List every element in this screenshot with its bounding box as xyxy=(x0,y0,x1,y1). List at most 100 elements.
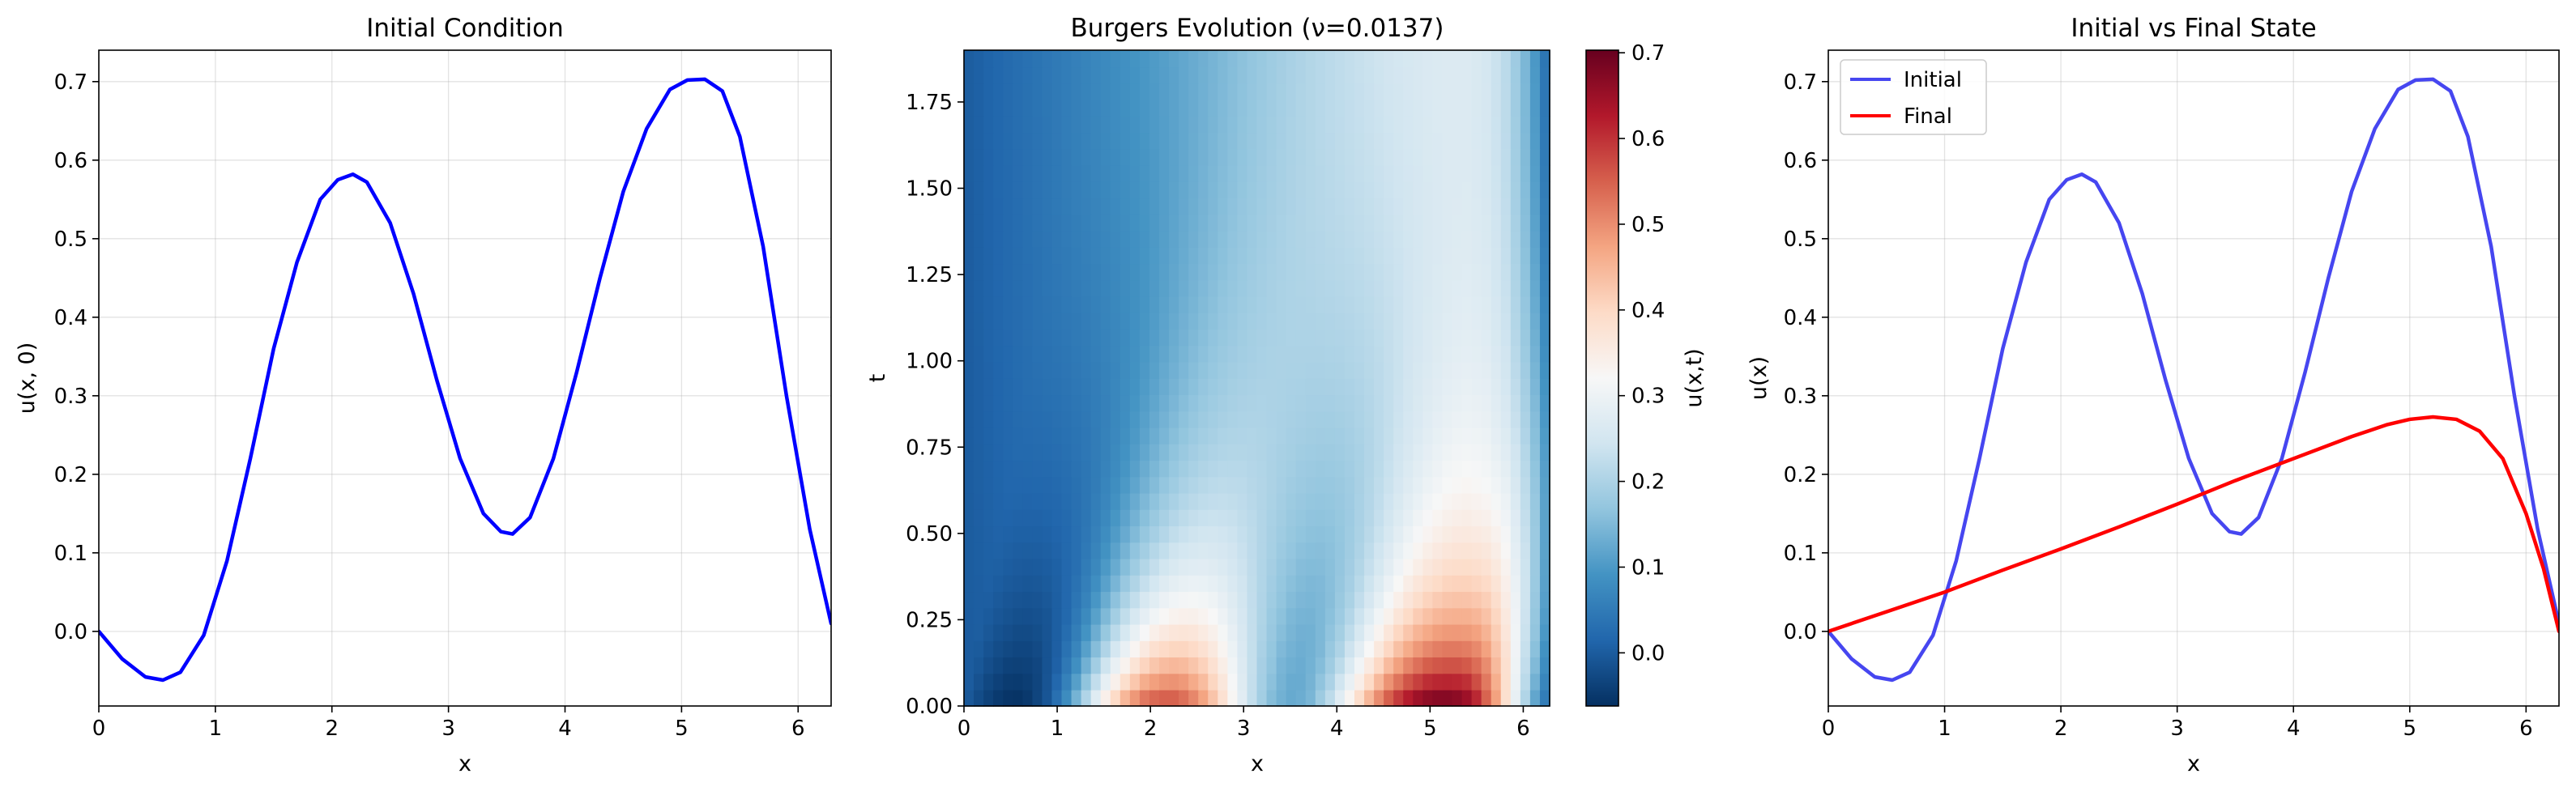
heatmap-cell xyxy=(1218,148,1229,166)
heatmap-cell xyxy=(1256,492,1268,510)
heatmap-cell xyxy=(1149,689,1160,707)
heatmap-cell xyxy=(1500,181,1512,199)
heatmap-cell xyxy=(1179,164,1189,182)
heatmap-cell xyxy=(1129,509,1141,527)
heatmap-cell xyxy=(1354,329,1365,347)
heatmap-cell xyxy=(1315,673,1326,691)
heatmap-cell xyxy=(1120,279,1131,297)
heatmap-cell xyxy=(1295,313,1307,330)
heatmap-cell xyxy=(1013,476,1024,494)
heatmap-cell xyxy=(1344,525,1355,543)
panel-3-xtick-label: 5 xyxy=(2403,717,2417,741)
heatmap-cell xyxy=(1432,607,1444,625)
heatmap-cell xyxy=(1042,181,1053,199)
heatmap-cell xyxy=(1120,575,1131,593)
heatmap-cell xyxy=(1188,591,1199,609)
heatmap-cell xyxy=(1334,607,1346,625)
heatmap-cell xyxy=(1491,623,1502,641)
panel-2-ytick-label: 1.75 xyxy=(906,91,953,115)
heatmap-cell xyxy=(1481,460,1492,478)
heatmap-cell xyxy=(1461,623,1473,641)
heatmap-cell xyxy=(1491,181,1502,199)
heatmap-cell xyxy=(1286,181,1297,199)
heatmap-cell xyxy=(1539,329,1550,347)
heatmap-cell xyxy=(1432,623,1444,641)
heatmap-cell xyxy=(1295,492,1307,510)
heatmap-cell xyxy=(1188,313,1199,330)
heatmap-cell xyxy=(1286,542,1297,559)
heatmap-cell xyxy=(1208,525,1219,543)
heatmap-cell xyxy=(1188,657,1199,674)
heatmap-cell xyxy=(1159,673,1170,691)
heatmap-cell xyxy=(1491,657,1502,674)
heatmap-cell xyxy=(1208,83,1219,100)
heatmap-cell xyxy=(1100,164,1111,182)
heatmap-cell xyxy=(1442,263,1453,281)
heatmap-cell xyxy=(1286,623,1297,641)
heatmap-cell xyxy=(1334,410,1346,428)
heatmap-cell xyxy=(1237,83,1248,100)
heatmap-cell xyxy=(1081,509,1092,527)
heatmap-cell xyxy=(1266,164,1277,182)
heatmap-cell xyxy=(1500,575,1512,593)
heatmap-cell xyxy=(1071,116,1082,134)
heatmap-cell xyxy=(1022,460,1034,478)
heatmap-cell xyxy=(993,410,1004,428)
heatmap-cell xyxy=(983,492,994,510)
heatmap-cell xyxy=(1520,148,1531,166)
heatmap-cell xyxy=(1139,673,1150,691)
heatmap-cell xyxy=(964,345,975,363)
heatmap-cell xyxy=(1042,83,1053,100)
heatmap-cell xyxy=(1344,657,1355,674)
heatmap-cell xyxy=(1374,657,1384,674)
heatmap-cell xyxy=(1461,313,1473,330)
heatmap-cell xyxy=(993,214,1004,232)
heatmap-cell xyxy=(1071,444,1082,461)
heatmap-cell xyxy=(1051,673,1063,691)
heatmap-cell xyxy=(1344,460,1355,478)
heatmap-cell xyxy=(983,181,994,199)
heatmap-cell xyxy=(1354,509,1365,527)
heatmap-cell xyxy=(1266,116,1277,134)
heatmap-cell xyxy=(1520,164,1531,182)
heatmap-cell xyxy=(1051,99,1063,117)
heatmap-cell xyxy=(1481,378,1492,396)
heatmap-cell xyxy=(983,591,994,609)
heatmap-cell xyxy=(1159,99,1170,117)
heatmap-cell xyxy=(1218,394,1229,412)
heatmap-cell xyxy=(974,66,984,84)
heatmap-cell xyxy=(1227,394,1239,412)
heatmap-cell xyxy=(1149,164,1160,182)
heatmap-cell xyxy=(1432,164,1444,182)
heatmap-cell xyxy=(1159,345,1170,363)
heatmap-cell xyxy=(1032,214,1043,232)
heatmap-cell xyxy=(1061,230,1073,248)
heatmap-cell xyxy=(974,214,984,232)
heatmap-cell xyxy=(1149,657,1160,674)
heatmap-cell xyxy=(1003,575,1014,593)
heatmap-cell xyxy=(1344,214,1355,232)
heatmap-cell xyxy=(1003,492,1014,510)
heatmap-cell xyxy=(1305,640,1316,658)
heatmap-cell xyxy=(1442,99,1453,117)
heatmap-cell xyxy=(1354,116,1365,134)
heatmap-cell xyxy=(1061,657,1073,674)
heatmap-cell xyxy=(1081,345,1092,363)
heatmap-cell xyxy=(1100,591,1111,609)
heatmap-cell xyxy=(1324,313,1336,330)
heatmap-cell xyxy=(1051,50,1063,68)
panel-3-ytick-label: 0.5 xyxy=(1784,228,1817,252)
heatmap-cell xyxy=(1500,394,1512,412)
heatmap-cell xyxy=(1208,116,1219,134)
heatmap-cell xyxy=(1022,410,1034,428)
heatmap-cell xyxy=(1218,689,1229,707)
heatmap-cell xyxy=(1266,575,1277,593)
heatmap-cell xyxy=(1481,476,1492,494)
heatmap-cell xyxy=(993,673,1004,691)
heatmap-cell xyxy=(1198,689,1209,707)
heatmap-cell xyxy=(1100,345,1111,363)
heatmap-cell xyxy=(1491,313,1502,330)
heatmap-cell xyxy=(983,148,994,166)
heatmap-cell xyxy=(1442,345,1453,363)
heatmap-cell xyxy=(964,492,975,510)
